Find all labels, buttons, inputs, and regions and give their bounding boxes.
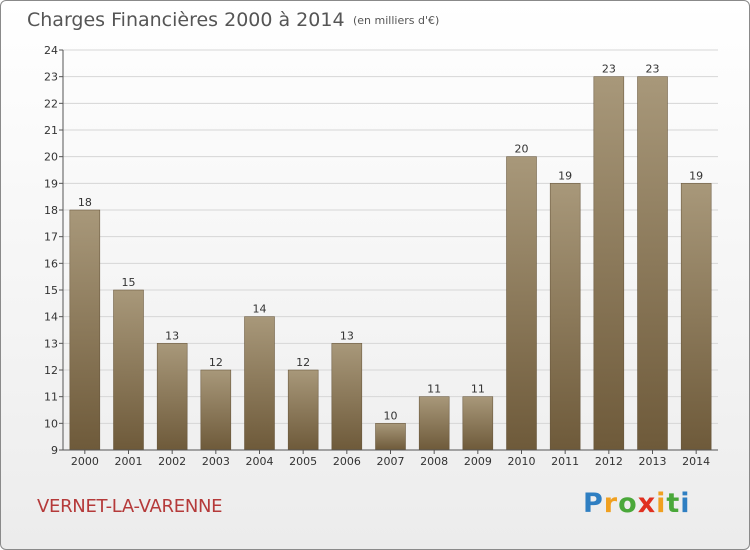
y-tick-label: 23 — [44, 71, 58, 84]
x-tick-label-2014: 2014 — [682, 455, 710, 468]
x-tick-label-2003: 2003 — [202, 455, 230, 468]
bar-2001 — [113, 289, 144, 451]
chart-title: Charges Financières 2000 à 2014 — [27, 9, 345, 31]
logo-letter: o — [618, 488, 638, 519]
y-tick-label: 17 — [44, 231, 58, 244]
value-label-2005: 12 — [296, 356, 310, 369]
value-label-2012: 23 — [602, 63, 616, 76]
bar-2009 — [462, 396, 494, 451]
logo-letter: t — [666, 488, 681, 519]
x-tick-label-2011: 2011 — [551, 455, 579, 468]
y-tick-label: 14 — [44, 311, 58, 324]
y-tick-label: 20 — [44, 151, 58, 164]
bar-2006 — [331, 343, 363, 451]
value-label-2007: 10 — [384, 409, 398, 422]
bar-2003 — [200, 369, 232, 451]
x-tick-label-2005: 2005 — [289, 455, 317, 468]
proxiti-logo: Proxiti — [583, 488, 691, 519]
x-tick-label-2006: 2006 — [333, 455, 361, 468]
y-tick-label: 19 — [44, 177, 58, 190]
y-tick-label: 9 — [51, 444, 58, 457]
place-name: VERNET-LA-VARENNE — [37, 496, 223, 517]
y-tick-label: 18 — [44, 204, 58, 217]
logo-letter: r — [603, 488, 619, 519]
chart-subtitle: (en milliers d'€) — [353, 14, 440, 27]
x-tick-label-2000: 2000 — [71, 455, 99, 468]
bar-2000 — [69, 209, 101, 451]
value-label-2000: 18 — [78, 196, 92, 209]
bar-2004 — [244, 316, 275, 451]
x-tick-label-2007: 2007 — [377, 455, 405, 468]
value-label-2011: 19 — [558, 169, 572, 182]
bar-2010 — [506, 156, 537, 451]
y-tick-label: 24 — [44, 44, 58, 57]
value-label-2004: 14 — [253, 303, 267, 316]
bar-2008 — [418, 396, 450, 451]
value-label-2001: 15 — [122, 276, 136, 289]
logo-letter: i — [656, 488, 667, 519]
bar-2002 — [156, 343, 188, 451]
x-tick-label-2001: 2001 — [115, 455, 143, 468]
y-tick-label: 13 — [44, 337, 58, 350]
x-tick-label-2010: 2010 — [508, 455, 536, 468]
x-tick-label-2004: 2004 — [246, 455, 274, 468]
bar-2014 — [680, 183, 712, 451]
value-label-2010: 20 — [515, 143, 529, 156]
y-tick-label: 15 — [44, 284, 58, 297]
y-tick-label: 21 — [44, 124, 58, 137]
x-tick-label-2002: 2002 — [158, 455, 186, 468]
value-label-2002: 13 — [165, 329, 179, 342]
bar-2005 — [287, 369, 319, 451]
value-label-2003: 12 — [209, 356, 223, 369]
bar-2012 — [593, 76, 625, 451]
value-label-2006: 13 — [340, 329, 354, 342]
bar-2011 — [549, 183, 581, 451]
bar-2013 — [637, 76, 668, 451]
x-tick-label-2009: 2009 — [464, 455, 492, 468]
y-tick-label: 16 — [44, 257, 58, 270]
y-tick-label: 11 — [44, 391, 58, 404]
x-tick-label-2013: 2013 — [639, 455, 667, 468]
value-label-2009: 11 — [471, 383, 485, 396]
y-tick-label: 12 — [44, 364, 58, 377]
bar-2007 — [375, 423, 406, 451]
y-tick-label: 10 — [44, 417, 58, 430]
logo-letter: x — [637, 488, 657, 519]
x-tick-label-2012: 2012 — [595, 455, 623, 468]
value-label-2008: 11 — [427, 383, 441, 396]
logo-letter: P — [583, 488, 604, 519]
value-label-2014: 19 — [689, 169, 703, 182]
y-tick-label: 22 — [44, 97, 58, 110]
value-label-2013: 23 — [646, 63, 660, 76]
logo-letter: i — [680, 488, 691, 519]
x-tick-label-2008: 2008 — [420, 455, 448, 468]
